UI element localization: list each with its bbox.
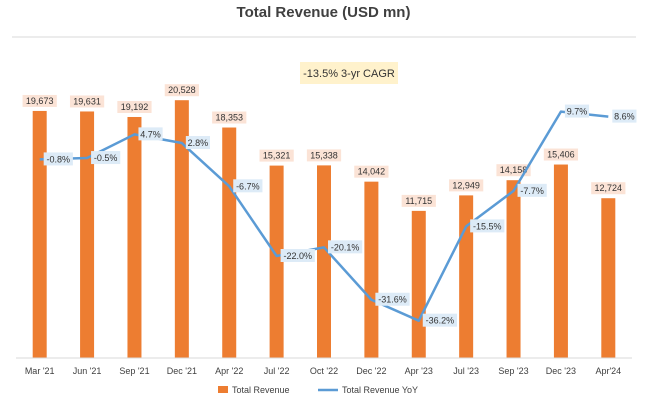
bar-value-label-1: 19,631 xyxy=(73,96,101,106)
bar-revenue-5 xyxy=(269,165,284,358)
x-tick-label-0: Mar '21 xyxy=(25,366,55,376)
bar-label-bg-4 xyxy=(212,111,247,124)
x-tick-label-9: Jul '23 xyxy=(453,366,479,376)
x-tick-label-1: Jun '21 xyxy=(73,366,102,376)
bar-value-label-2: 19,192 xyxy=(121,102,149,112)
x-tick-label-12: Apr'24 xyxy=(595,366,621,376)
yoy-label-bg-9 xyxy=(470,219,505,233)
legend-label-revenue: Total Revenue xyxy=(232,385,290,395)
bar-value-label-3: 20,528 xyxy=(168,85,196,95)
x-tick-label-10: Sep '23 xyxy=(498,366,528,376)
bar-revenue-3 xyxy=(174,100,189,358)
cagr-annotation-text: -13.5% 3-yr CAGR xyxy=(303,68,395,80)
yoy-line xyxy=(39,110,609,322)
yoy-value-label-2: 4.7% xyxy=(140,129,161,139)
bar-revenue-6 xyxy=(317,165,331,358)
bar-value-label-11: 15,406 xyxy=(547,150,575,160)
yoy-value-label-1: -0.5% xyxy=(94,153,118,163)
x-tick-label-5: Jul '22 xyxy=(264,366,290,376)
yoy-label-bg-7 xyxy=(375,292,410,306)
x-tick-label-11: Dec '23 xyxy=(546,366,576,376)
yoy-label-bg-1 xyxy=(91,151,121,165)
yoy-value-label-0: -0.8% xyxy=(47,154,71,164)
bar-revenue-4 xyxy=(222,127,237,358)
x-tick-label-8: Apr '23 xyxy=(405,366,433,376)
yoy-label-bg-0 xyxy=(43,152,73,166)
bar-value-label-8: 11,715 xyxy=(405,196,432,206)
x-tick-label-2: Sep '21 xyxy=(119,366,149,376)
chart-title: Total Revenue (USD mn) xyxy=(236,4,411,21)
yoy-value-label-12: 8.6% xyxy=(614,112,635,122)
yoy-value-label-6: -20.1% xyxy=(331,242,360,252)
yoy-value-label-11: 9.7% xyxy=(567,107,588,117)
bar-label-bg-6 xyxy=(306,149,342,162)
bar-revenue-12 xyxy=(601,198,616,358)
yoy-value-label-3: 2.8% xyxy=(188,138,209,148)
bar-revenue-1 xyxy=(80,111,95,358)
x-tick-label-6: Oct '22 xyxy=(310,366,338,376)
yoy-value-label-10: -7.7% xyxy=(520,186,544,196)
bar-label-bg-11 xyxy=(543,148,579,161)
bar-label-bg-10 xyxy=(496,164,531,177)
bar-value-label-10: 14,158 xyxy=(500,165,528,175)
legend-label-yoy: Total Revenue YoY xyxy=(342,385,418,395)
bar-label-bg-12 xyxy=(591,182,626,195)
bar-label-bg-5 xyxy=(259,149,294,162)
yoy-value-label-4: -6.7% xyxy=(236,181,260,191)
bar-value-label-9: 12,949 xyxy=(452,180,480,190)
yoy-label-bg-2 xyxy=(138,127,163,141)
cagr-annotation-box xyxy=(300,62,398,84)
yoy-label-bg-10 xyxy=(517,183,547,197)
bar-label-bg-7 xyxy=(354,165,389,178)
bar-label-bg-0 xyxy=(22,94,57,107)
yoy-value-label-9: -15.5% xyxy=(473,221,502,231)
bar-value-label-4: 18,353 xyxy=(215,113,243,123)
bar-label-bg-1 xyxy=(69,95,105,108)
yoy-value-label-7: -31.6% xyxy=(378,295,407,305)
yoy-label-bg-8 xyxy=(422,313,458,327)
yoy-label-bg-3 xyxy=(185,136,211,150)
yoy-label-bg-12 xyxy=(612,109,637,123)
bar-revenue-0 xyxy=(32,110,47,358)
bar-revenue-2 xyxy=(127,116,142,358)
bar-revenue-11 xyxy=(553,164,568,358)
x-tick-label-7: Dec '22 xyxy=(356,366,386,376)
yoy-label-bg-11 xyxy=(564,104,590,118)
bar-label-bg-3 xyxy=(164,84,199,97)
bar-revenue-8 xyxy=(411,210,426,358)
x-tick-label-3: Dec '21 xyxy=(167,366,197,376)
yoy-label-bg-6 xyxy=(328,240,363,254)
x-tick-label-4: Apr '22 xyxy=(215,366,243,376)
legend-swatch-revenue xyxy=(218,386,228,393)
bar-label-bg-9 xyxy=(449,179,484,192)
bar-label-bg-2 xyxy=(117,100,152,113)
bar-value-label-7: 14,042 xyxy=(358,167,386,177)
bar-label-bg-8 xyxy=(401,194,436,207)
bar-revenue-7 xyxy=(364,181,379,358)
yoy-value-label-5: -22.0% xyxy=(283,251,312,261)
bar-revenue-10 xyxy=(506,180,521,358)
bar-value-label-12: 12,724 xyxy=(595,183,623,193)
bar-value-label-6: 15,338 xyxy=(310,150,338,160)
yoy-value-label-8: -36.2% xyxy=(426,316,455,326)
yoy-label-bg-5 xyxy=(280,249,315,262)
bar-value-label-5: 15,321 xyxy=(263,151,291,161)
yoy-label-bg-4 xyxy=(233,179,263,193)
bar-value-label-0: 19,673 xyxy=(26,96,54,106)
